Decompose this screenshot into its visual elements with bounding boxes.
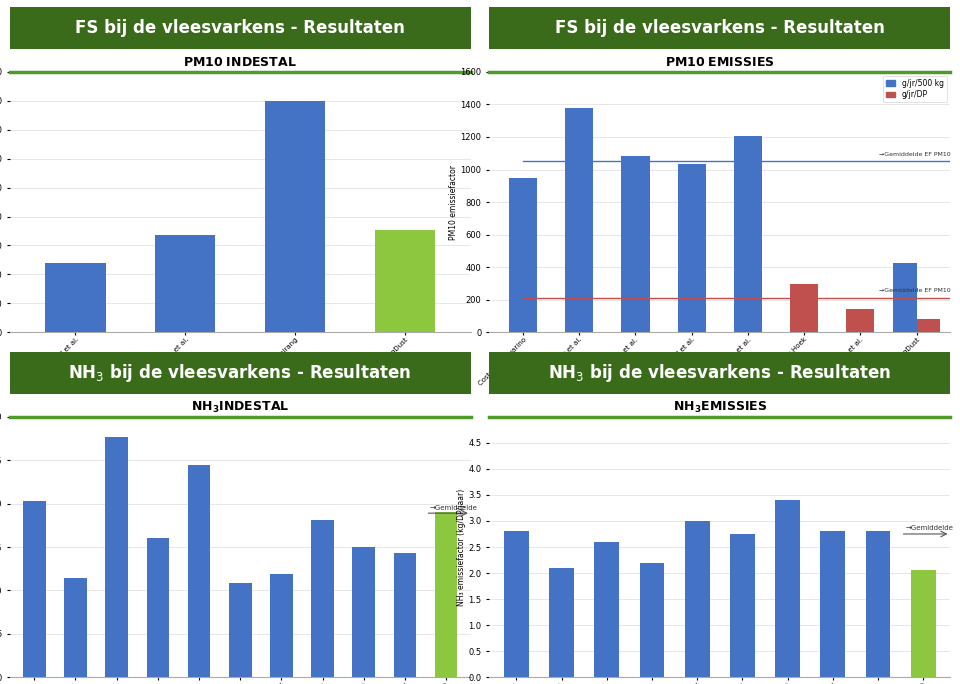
- Text: $\mathbf{PM10}$ $\bf{IN DE STAL}$: $\mathbf{PM10}$ $\bf{IN DE STAL}$: [183, 56, 297, 69]
- Bar: [188, 464, 210, 677]
- Bar: [821, 531, 845, 677]
- Bar: [639, 563, 664, 677]
- Text: NH$_3$ bij de vleesvarkens - Resultaten: NH$_3$ bij de vleesvarkens - Resultaten: [68, 362, 412, 384]
- Bar: [64, 578, 86, 677]
- Bar: [565, 107, 593, 332]
- Bar: [394, 553, 417, 677]
- Bar: [730, 534, 755, 677]
- Text: →Gemiddelde EF PM10: →Gemiddelde EF PM10: [878, 288, 950, 293]
- Bar: [23, 501, 46, 677]
- Bar: [311, 520, 334, 677]
- Bar: [678, 164, 706, 332]
- Text: $\mathbf{NH_3}$$\bf{EMISSIES}$: $\mathbf{NH_3}$$\bf{EMISSIES}$: [673, 400, 767, 415]
- Bar: [594, 542, 619, 677]
- Bar: [775, 500, 800, 677]
- Bar: [509, 178, 537, 332]
- Bar: [893, 263, 917, 332]
- Bar: [866, 531, 891, 677]
- Text: →Gemiddelde: →Gemiddelde: [429, 505, 477, 510]
- Bar: [374, 230, 435, 332]
- Y-axis label: NH₃ emissiefactor (kg/DP/jaar): NH₃ emissiefactor (kg/DP/jaar): [457, 488, 466, 605]
- Text: →Gemiddelde: →Gemiddelde: [905, 525, 953, 531]
- Bar: [45, 263, 106, 332]
- Bar: [106, 437, 128, 677]
- Legend: g/jr/500 kg, g/jr/DP: g/jr/500 kg, g/jr/DP: [883, 76, 947, 102]
- Text: NH$_3$ bij de vleesvarkens - Resultaten: NH$_3$ bij de vleesvarkens - Resultaten: [548, 362, 892, 384]
- Bar: [549, 568, 574, 677]
- Bar: [504, 531, 529, 677]
- Bar: [228, 583, 252, 677]
- Bar: [270, 574, 293, 677]
- Bar: [147, 538, 169, 677]
- Text: $\mathbf{NH_3}$$\bf{IN DE STAL}$: $\mathbf{NH_3}$$\bf{IN DE STAL}$: [191, 400, 289, 415]
- Bar: [156, 235, 215, 332]
- Bar: [265, 101, 325, 332]
- Bar: [790, 285, 818, 332]
- Bar: [911, 570, 936, 677]
- Bar: [352, 547, 375, 677]
- Bar: [733, 136, 762, 332]
- Text: FS bij de vleesvarkens - Resultaten: FS bij de vleesvarkens - Resultaten: [75, 19, 405, 37]
- Bar: [847, 309, 875, 332]
- Bar: [621, 156, 650, 332]
- Y-axis label: PM10 emissiefactor: PM10 emissiefactor: [448, 165, 458, 239]
- Bar: [435, 512, 457, 677]
- Text: $\mathbf{PM10}$ $\bf{EMISSIES}$: $\mathbf{PM10}$ $\bf{EMISSIES}$: [665, 56, 775, 69]
- Bar: [684, 521, 709, 677]
- Bar: [917, 319, 940, 332]
- Text: FS bij de vleesvarkens - Resultaten: FS bij de vleesvarkens - Resultaten: [555, 19, 885, 37]
- Text: →Gemiddelde EF PM10: →Gemiddelde EF PM10: [878, 152, 950, 157]
